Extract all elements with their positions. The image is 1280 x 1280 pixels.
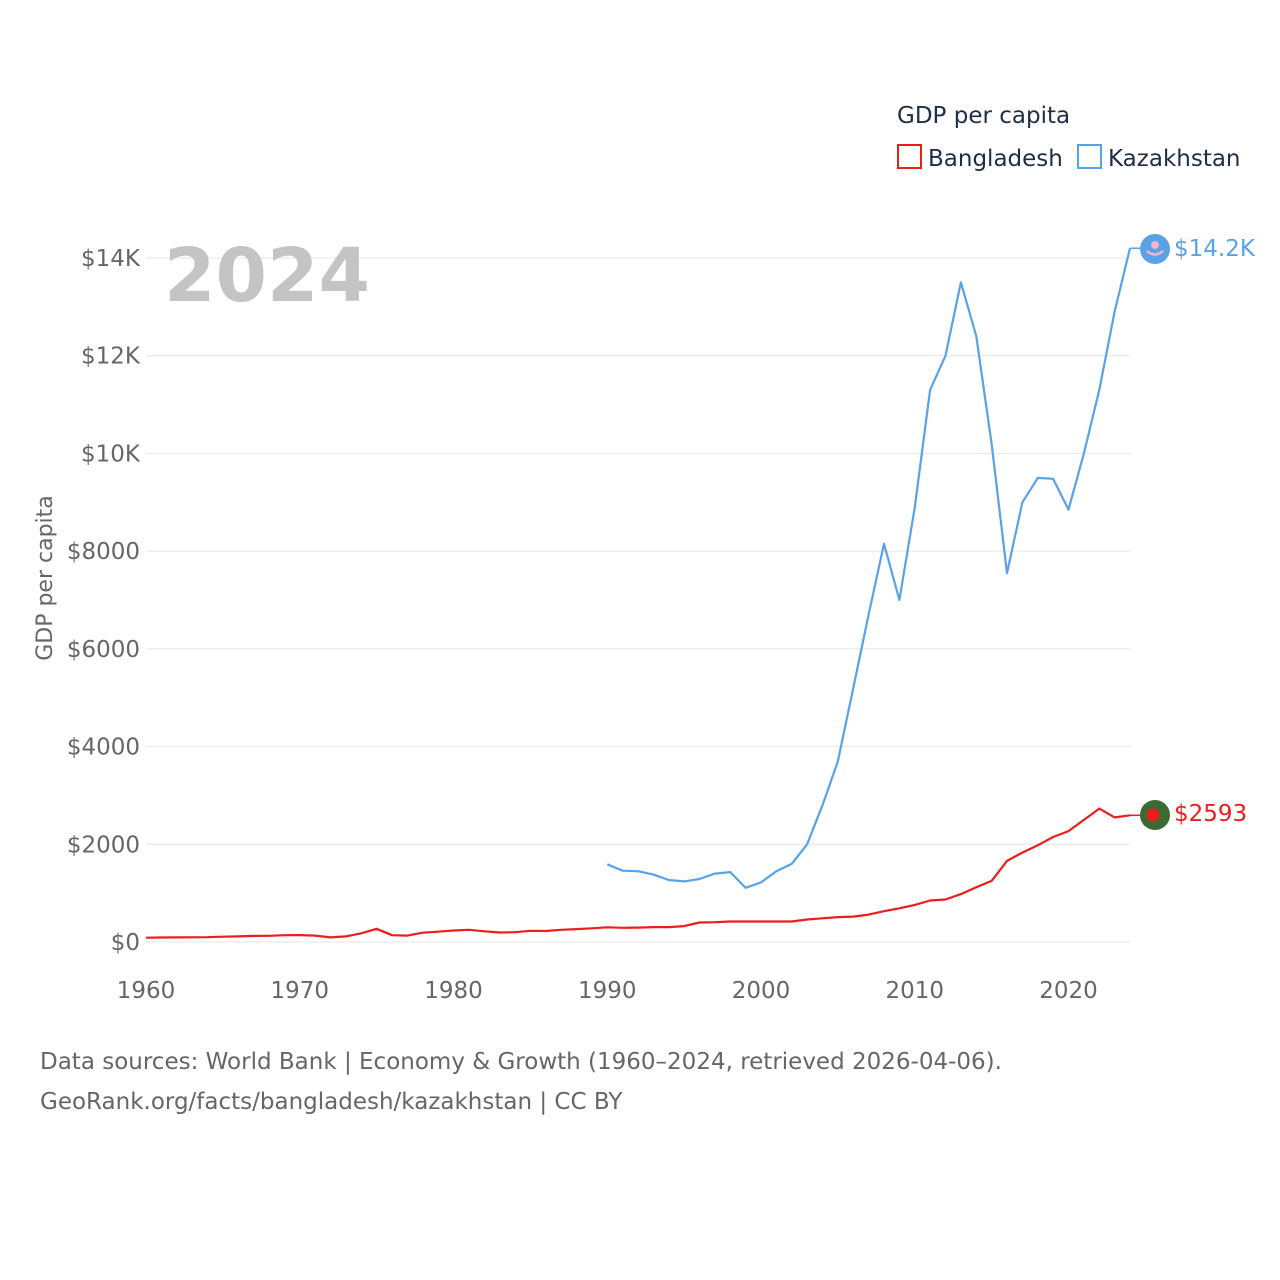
legend-label-bangladesh: Bangladesh xyxy=(928,146,1063,172)
y-tick-label: $0 xyxy=(111,930,140,956)
y-tick-label: $4000 xyxy=(67,735,140,761)
y-axis-label: GDP per capita xyxy=(33,495,58,661)
source-line-2: GeoRank.org/facts/bangladesh/kazakhstan … xyxy=(40,1089,623,1115)
highlight-year: 2024 xyxy=(164,233,370,319)
x-tick-label: 2000 xyxy=(732,978,791,1004)
y-tick-label: $2000 xyxy=(67,832,140,858)
kazakhstan-flag-icon xyxy=(1140,234,1170,264)
legend-item-kazakhstan[interactable]: Kazakhstan xyxy=(1077,144,1241,172)
legend-label-kazakhstan: Kazakhstan xyxy=(1108,146,1241,172)
source-line-1: Data sources: World Bank | Economy & Gro… xyxy=(40,1049,1002,1075)
x-tick-label: 1990 xyxy=(578,978,637,1004)
end-label-bangladesh: $2593 xyxy=(1174,801,1247,827)
series-line-bangladesh xyxy=(145,807,1131,939)
legend-title: GDP per capita xyxy=(897,103,1070,129)
x-tick-label: 2020 xyxy=(1039,978,1098,1004)
y-tick-label: $14K xyxy=(81,246,141,272)
x-axis-ticks: 1960 1970 1980 1990 2000 2010 2020 xyxy=(117,978,1098,1004)
y-tick-label: $12K xyxy=(81,344,141,370)
bangladesh-flag-icon xyxy=(1140,800,1170,830)
grid-lines xyxy=(146,257,1130,943)
legend-swatch-kazakhstan xyxy=(1077,144,1102,169)
x-tick-label: 1980 xyxy=(424,978,483,1004)
end-label-kazakhstan: $14.2K xyxy=(1174,236,1256,262)
series-layer xyxy=(145,247,1140,939)
y-axis-ticks: $0 $2000 $4000 $6000 $8000 $10K $12K $14K xyxy=(67,246,141,956)
x-tick-label: 2010 xyxy=(885,978,944,1004)
legend-swatch-bangladesh xyxy=(897,144,922,169)
x-tick-label: 1960 xyxy=(117,978,176,1004)
source-note: Data sources: World Bank | Economy & Gro… xyxy=(40,1042,1002,1122)
y-tick-label: $10K xyxy=(81,441,141,467)
x-tick-label: 1970 xyxy=(270,978,329,1004)
chart: $0$2000$4000$6000$8000$10K$12K$14K 1960 1… xyxy=(33,103,1256,1004)
y-tick-label: $8000 xyxy=(67,539,140,565)
y-tick-label: $6000 xyxy=(67,637,140,663)
legend-item-bangladesh[interactable]: Bangladesh xyxy=(897,144,1063,172)
series-line-kazakhstan xyxy=(606,247,1132,889)
